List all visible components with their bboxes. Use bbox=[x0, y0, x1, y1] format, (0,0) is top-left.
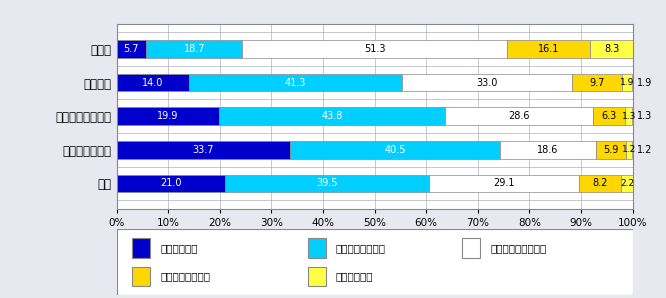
Bar bbox=[242, 40, 507, 58]
Text: 8.2: 8.2 bbox=[593, 179, 608, 188]
Bar bbox=[117, 74, 189, 91]
Text: 39.5: 39.5 bbox=[316, 179, 338, 188]
Bar bbox=[189, 74, 402, 91]
Text: 16.1: 16.1 bbox=[538, 44, 559, 54]
Text: 2.2: 2.2 bbox=[620, 179, 634, 188]
Bar bbox=[219, 108, 446, 125]
FancyBboxPatch shape bbox=[462, 238, 480, 258]
Bar bbox=[595, 141, 626, 159]
Bar bbox=[117, 141, 290, 159]
Bar bbox=[621, 175, 633, 192]
Text: 1.3: 1.3 bbox=[621, 112, 636, 121]
Text: 8.3: 8.3 bbox=[604, 44, 619, 54]
Text: 14.0: 14.0 bbox=[142, 77, 163, 88]
Bar bbox=[402, 74, 572, 91]
FancyBboxPatch shape bbox=[308, 267, 326, 286]
Text: 5.9: 5.9 bbox=[603, 145, 619, 155]
Bar bbox=[590, 40, 633, 58]
Text: 29.1: 29.1 bbox=[493, 179, 515, 188]
Text: 1.9: 1.9 bbox=[637, 77, 652, 88]
Text: 1.2: 1.2 bbox=[622, 145, 636, 154]
Text: やや消極的である: やや消極的である bbox=[161, 272, 210, 282]
Text: やや積極的である: やや積極的である bbox=[336, 243, 386, 253]
Text: 28.6: 28.6 bbox=[508, 111, 530, 121]
Bar bbox=[146, 40, 242, 58]
Text: 33.7: 33.7 bbox=[192, 145, 214, 155]
Text: 1.3: 1.3 bbox=[637, 111, 652, 121]
Bar bbox=[117, 175, 225, 192]
Bar bbox=[579, 175, 621, 192]
Bar bbox=[572, 74, 622, 91]
Bar bbox=[507, 40, 590, 58]
Text: 19.9: 19.9 bbox=[157, 111, 178, 121]
Bar bbox=[117, 108, 219, 125]
Text: 5.7: 5.7 bbox=[123, 44, 139, 54]
Text: 消極的である: 消極的である bbox=[336, 272, 374, 282]
Bar bbox=[429, 175, 579, 192]
Bar bbox=[626, 141, 632, 159]
FancyBboxPatch shape bbox=[308, 238, 326, 258]
Text: どちらとも言えない: どちらとも言えない bbox=[491, 243, 547, 253]
Text: 21.0: 21.0 bbox=[160, 179, 182, 188]
Text: 18.6: 18.6 bbox=[537, 145, 558, 155]
FancyBboxPatch shape bbox=[132, 238, 150, 258]
Bar bbox=[225, 175, 429, 192]
Text: 33.0: 33.0 bbox=[476, 77, 498, 88]
FancyBboxPatch shape bbox=[132, 267, 150, 286]
Text: 51.3: 51.3 bbox=[364, 44, 386, 54]
Text: 積極的である: 積極的である bbox=[161, 243, 198, 253]
Bar bbox=[625, 108, 632, 125]
Bar bbox=[500, 141, 595, 159]
Text: 6.3: 6.3 bbox=[601, 111, 617, 121]
Text: 9.7: 9.7 bbox=[589, 77, 605, 88]
Text: 1.2: 1.2 bbox=[637, 145, 652, 155]
Bar bbox=[117, 40, 146, 58]
Text: 1.9: 1.9 bbox=[620, 78, 635, 87]
Text: 43.8: 43.8 bbox=[322, 111, 343, 121]
FancyBboxPatch shape bbox=[117, 229, 633, 295]
Bar bbox=[290, 141, 500, 159]
Bar bbox=[446, 108, 593, 125]
Text: 18.7: 18.7 bbox=[183, 44, 205, 54]
Text: 40.5: 40.5 bbox=[384, 145, 406, 155]
Text: 41.3: 41.3 bbox=[284, 77, 306, 88]
Bar bbox=[622, 74, 632, 91]
Bar bbox=[593, 108, 625, 125]
